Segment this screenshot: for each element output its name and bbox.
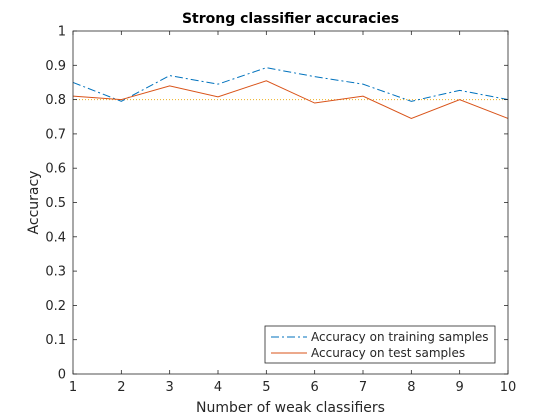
series-line-2 xyxy=(72,80,509,120)
y-tick-label: 0.1 xyxy=(45,333,66,348)
y-tick-label: 0 xyxy=(58,368,66,383)
y-tick-label: 0.3 xyxy=(45,265,66,280)
chart-title: Strong classifier accuracies xyxy=(182,11,399,27)
y-tick-label: 0.5 xyxy=(45,196,66,211)
y-ticks: 0 0.1 0.2 0.3 0.4 0.5 0.6 0.7 0.8 0.9 1 xyxy=(45,25,508,383)
x-tick-label: 7 xyxy=(359,380,367,395)
x-axis-label: Number of weak classifiers xyxy=(196,400,385,416)
y-tick-label: 0.6 xyxy=(45,162,66,177)
y-tick-label: 0.4 xyxy=(45,230,66,245)
series-layer xyxy=(72,67,509,120)
series-line-1 xyxy=(72,67,509,102)
x-tick-label: 4 xyxy=(214,380,222,395)
x-tick-label: 2 xyxy=(117,380,125,395)
legend-box xyxy=(264,325,496,364)
x-tick-label: 10 xyxy=(500,380,517,395)
x-ticks: 1 2 3 4 5 6 7 8 9 10 xyxy=(69,31,516,395)
y-tick-label: 0.2 xyxy=(45,299,66,314)
y-axis-label: Accuracy xyxy=(26,171,42,235)
x-tick-label: 1 xyxy=(69,380,77,395)
y-tick-label: 1 xyxy=(58,25,66,40)
x-tick-label: 6 xyxy=(311,380,319,395)
y-tick-label: 0.9 xyxy=(45,59,66,74)
x-tick-label: 5 xyxy=(262,380,270,395)
legend-label-1: Accuracy on training samples xyxy=(311,330,489,344)
legend-label-2: Accuracy on test samples xyxy=(311,346,465,360)
x-tick-label: 9 xyxy=(456,380,464,395)
y-tick-label: 0.7 xyxy=(45,127,66,142)
legend: Accuracy on training samples Accuracy on … xyxy=(264,325,496,364)
plot-area-background xyxy=(73,31,508,374)
x-tick-label: 3 xyxy=(166,380,174,395)
y-tick-label: 0.8 xyxy=(45,93,66,108)
x-tick-label: 8 xyxy=(407,380,415,395)
